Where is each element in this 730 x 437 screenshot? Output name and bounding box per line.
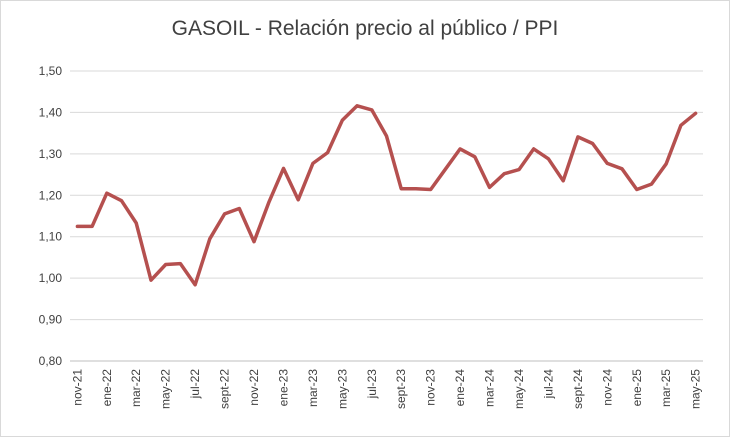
chart-title: GASOIL - Relación precio al público / PP… (171, 17, 559, 40)
y-tick-label: 1,10 (39, 230, 63, 244)
x-tick-label: nov-21 (70, 369, 84, 406)
y-tick-label: 0,80 (39, 354, 63, 368)
y-tick-label: 1,20 (39, 188, 63, 202)
x-tick-label: ene-23 (276, 369, 290, 407)
series-line (75, 104, 698, 287)
x-tick-label: jul-22 (188, 369, 202, 400)
x-tick-label: may-22 (159, 369, 173, 409)
x-tick-label: nov-23 (424, 369, 438, 406)
x-tick-label: jul-23 (365, 369, 379, 400)
x-tick-label: sept-23 (394, 369, 408, 409)
y-tick-label: 1,30 (39, 147, 63, 161)
y-tick-label: 1,50 (39, 64, 63, 78)
x-tick-label: may-24 (512, 369, 526, 409)
x-tick-label: mar-25 (659, 369, 673, 407)
x-tick-label: mar-22 (129, 369, 143, 407)
x-tick-label: sept-24 (571, 369, 585, 409)
y-tick-label: 1,00 (39, 271, 63, 285)
x-tick-label: ene-25 (630, 369, 644, 407)
x-tick-label: ene-22 (100, 369, 114, 407)
x-tick-label: ene-24 (453, 369, 467, 407)
x-tick-label: mar-24 (483, 369, 497, 407)
x-tick-label: jul-24 (541, 369, 555, 400)
x-tick-label: mar-23 (306, 369, 320, 407)
x-tick-label: sept-22 (218, 369, 232, 409)
x-tick-label: may-25 (689, 369, 703, 409)
x-tick-label: nov-24 (600, 369, 614, 406)
x-tick-label: may-23 (335, 369, 349, 409)
x-tick-label: nov-22 (247, 369, 261, 406)
y-tick-label: 1,40 (39, 105, 63, 119)
y-tick-label: 0,90 (39, 313, 63, 327)
